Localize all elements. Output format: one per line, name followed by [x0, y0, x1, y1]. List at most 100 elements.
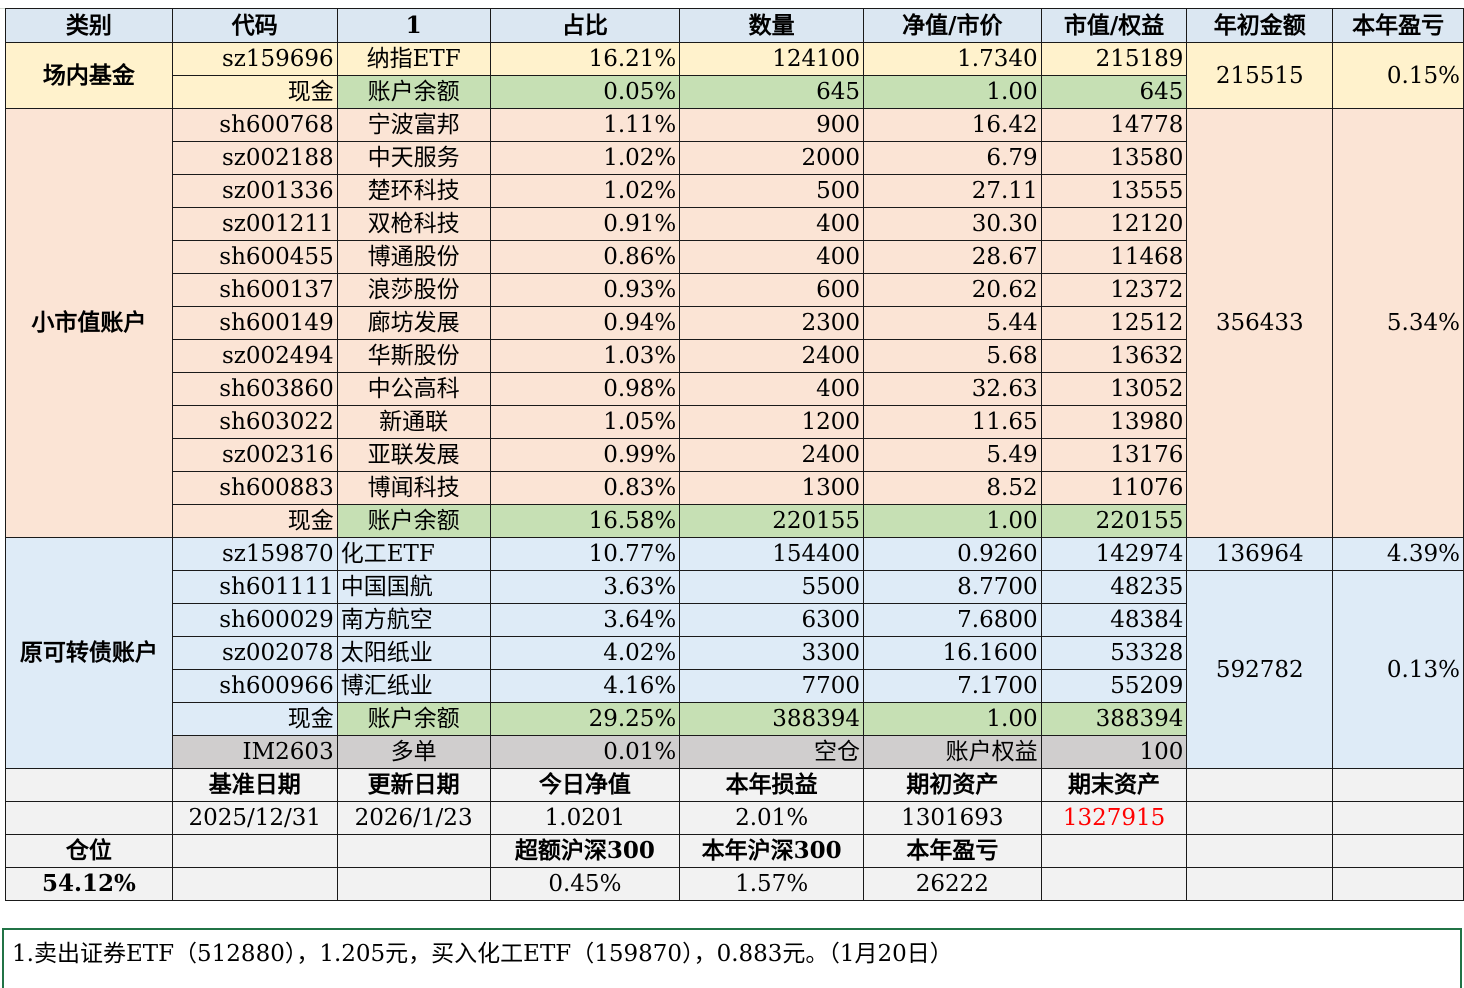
ratio-cell[interactable]: 29.25% [489, 702, 681, 736]
code-cell[interactable]: sz002188 [171, 141, 338, 175]
price-cell[interactable]: 16.42 [863, 108, 1042, 142]
summary-value[interactable]: 1.0201 [489, 801, 681, 835]
quantity-cell[interactable]: 500 [679, 174, 865, 208]
summary-value[interactable]: 26222 [863, 867, 1042, 901]
value-cell[interactable]: 48384 [1040, 603, 1188, 637]
name-cell[interactable]: 新通联 [336, 405, 491, 439]
name-cell[interactable]: 楚环科技 [336, 174, 491, 208]
empty-cell[interactable] [171, 834, 338, 868]
quantity-cell[interactable]: 空仓 [679, 735, 865, 769]
category-cell[interactable]: 原可转债账户 [5, 537, 173, 769]
ratio-cell[interactable]: 0.94% [489, 306, 681, 340]
empty-cell[interactable] [1332, 867, 1464, 901]
quantity-cell[interactable]: 600 [679, 273, 865, 307]
ratio-cell[interactable]: 10.77% [489, 537, 681, 571]
start-amount-cell[interactable]: 356433 [1186, 108, 1334, 538]
value-cell[interactable]: 11076 [1040, 471, 1188, 505]
ratio-cell[interactable]: 4.16% [489, 669, 681, 703]
value-cell[interactable]: 13580 [1040, 141, 1188, 175]
value-cell[interactable]: 12372 [1040, 273, 1188, 307]
quantity-cell[interactable]: 400 [679, 372, 865, 406]
summary-label[interactable]: 超额沪深300 [489, 834, 681, 868]
empty-cell[interactable] [1332, 834, 1464, 868]
summary-label[interactable]: 今日净值 [489, 768, 681, 802]
value-cell[interactable]: 11468 [1040, 240, 1188, 274]
ratio-cell[interactable]: 1.05% [489, 405, 681, 439]
name-cell[interactable]: 多单 [336, 735, 491, 769]
summary-value[interactable]: 1327915 [1040, 801, 1188, 835]
column-header[interactable]: 年初金额 [1186, 8, 1334, 43]
summary-value[interactable]: 1301693 [863, 801, 1042, 835]
ratio-cell[interactable]: 1.11% [489, 108, 681, 142]
quantity-cell[interactable]: 900 [679, 108, 865, 142]
ratio-cell[interactable]: 0.01% [489, 735, 681, 769]
price-cell[interactable]: 1.00 [863, 504, 1042, 538]
code-cell[interactable]: sh600883 [171, 471, 338, 505]
name-cell[interactable]: 账户余额 [336, 504, 491, 538]
quantity-cell[interactable]: 400 [679, 207, 865, 241]
empty-cell[interactable] [1040, 867, 1188, 901]
name-cell[interactable]: 中天服务 [336, 141, 491, 175]
pnl-cell[interactable]: 4.39% [1332, 537, 1464, 571]
name-cell[interactable]: 双枪科技 [336, 207, 491, 241]
code-cell[interactable]: sh600966 [171, 669, 338, 703]
name-cell[interactable]: 博通股份 [336, 240, 491, 274]
code-cell[interactable]: sz001211 [171, 207, 338, 241]
ratio-cell[interactable]: 16.21% [489, 42, 681, 76]
code-cell[interactable]: sh603860 [171, 372, 338, 406]
name-cell[interactable]: 宁波富邦 [336, 108, 491, 142]
pnl-cell[interactable]: 0.15% [1332, 42, 1464, 109]
summary-value[interactable]: 0.45% [489, 867, 681, 901]
name-cell[interactable]: 博汇纸业 [336, 669, 491, 703]
summary-label[interactable]: 本年损益 [679, 768, 865, 802]
price-cell[interactable]: 28.67 [863, 240, 1042, 274]
empty-cell[interactable] [1186, 768, 1334, 802]
empty-cell[interactable] [5, 801, 173, 835]
summary-label[interactable]: 更新日期 [336, 768, 491, 802]
value-cell[interactable]: 220155 [1040, 504, 1188, 538]
empty-cell[interactable] [1186, 867, 1334, 901]
value-cell[interactable]: 53328 [1040, 636, 1188, 670]
ratio-cell[interactable]: 0.93% [489, 273, 681, 307]
quantity-cell[interactable]: 2400 [679, 339, 865, 373]
name-cell[interactable]: 化工ETF [336, 537, 491, 571]
price-cell[interactable]: 8.7700 [863, 570, 1042, 604]
price-cell[interactable]: 27.11 [863, 174, 1042, 208]
price-cell[interactable]: 30.30 [863, 207, 1042, 241]
price-cell[interactable]: 5.49 [863, 438, 1042, 472]
code-cell[interactable]: sh600455 [171, 240, 338, 274]
ratio-cell[interactable]: 1.02% [489, 174, 681, 208]
quantity-cell[interactable]: 2400 [679, 438, 865, 472]
quantity-cell[interactable]: 400 [679, 240, 865, 274]
name-cell[interactable]: 中公高科 [336, 372, 491, 406]
price-cell[interactable]: 5.44 [863, 306, 1042, 340]
value-cell[interactable]: 388394 [1040, 702, 1188, 736]
name-cell[interactable]: 博闻科技 [336, 471, 491, 505]
column-header[interactable]: 市值/权益 [1040, 8, 1188, 43]
name-cell[interactable]: 账户余额 [336, 702, 491, 736]
ratio-cell[interactable]: 3.63% [489, 570, 681, 604]
name-cell[interactable]: 亚联发展 [336, 438, 491, 472]
code-cell[interactable]: sh600137 [171, 273, 338, 307]
quantity-cell[interactable]: 388394 [679, 702, 865, 736]
name-cell[interactable]: 廊坊发展 [336, 306, 491, 340]
value-cell[interactable]: 13052 [1040, 372, 1188, 406]
price-cell[interactable]: 7.1700 [863, 669, 1042, 703]
empty-cell[interactable] [5, 768, 173, 802]
value-cell[interactable]: 142974 [1040, 537, 1188, 571]
ratio-cell[interactable]: 0.99% [489, 438, 681, 472]
empty-cell[interactable] [336, 834, 491, 868]
quantity-cell[interactable]: 220155 [679, 504, 865, 538]
column-header[interactable]: 数量 [679, 8, 865, 43]
price-cell[interactable]: 7.6800 [863, 603, 1042, 637]
empty-cell[interactable] [336, 867, 491, 901]
category-cell[interactable]: 小市值账户 [5, 108, 173, 538]
code-cell[interactable]: 现金 [171, 702, 338, 736]
column-header[interactable]: 净值/市价 [863, 8, 1042, 43]
code-cell[interactable]: sz002494 [171, 339, 338, 373]
code-cell[interactable]: sh600149 [171, 306, 338, 340]
code-cell[interactable]: sz002316 [171, 438, 338, 472]
value-cell[interactable]: 12512 [1040, 306, 1188, 340]
name-cell[interactable]: 浪莎股份 [336, 273, 491, 307]
code-cell[interactable]: sh601111 [171, 570, 338, 604]
